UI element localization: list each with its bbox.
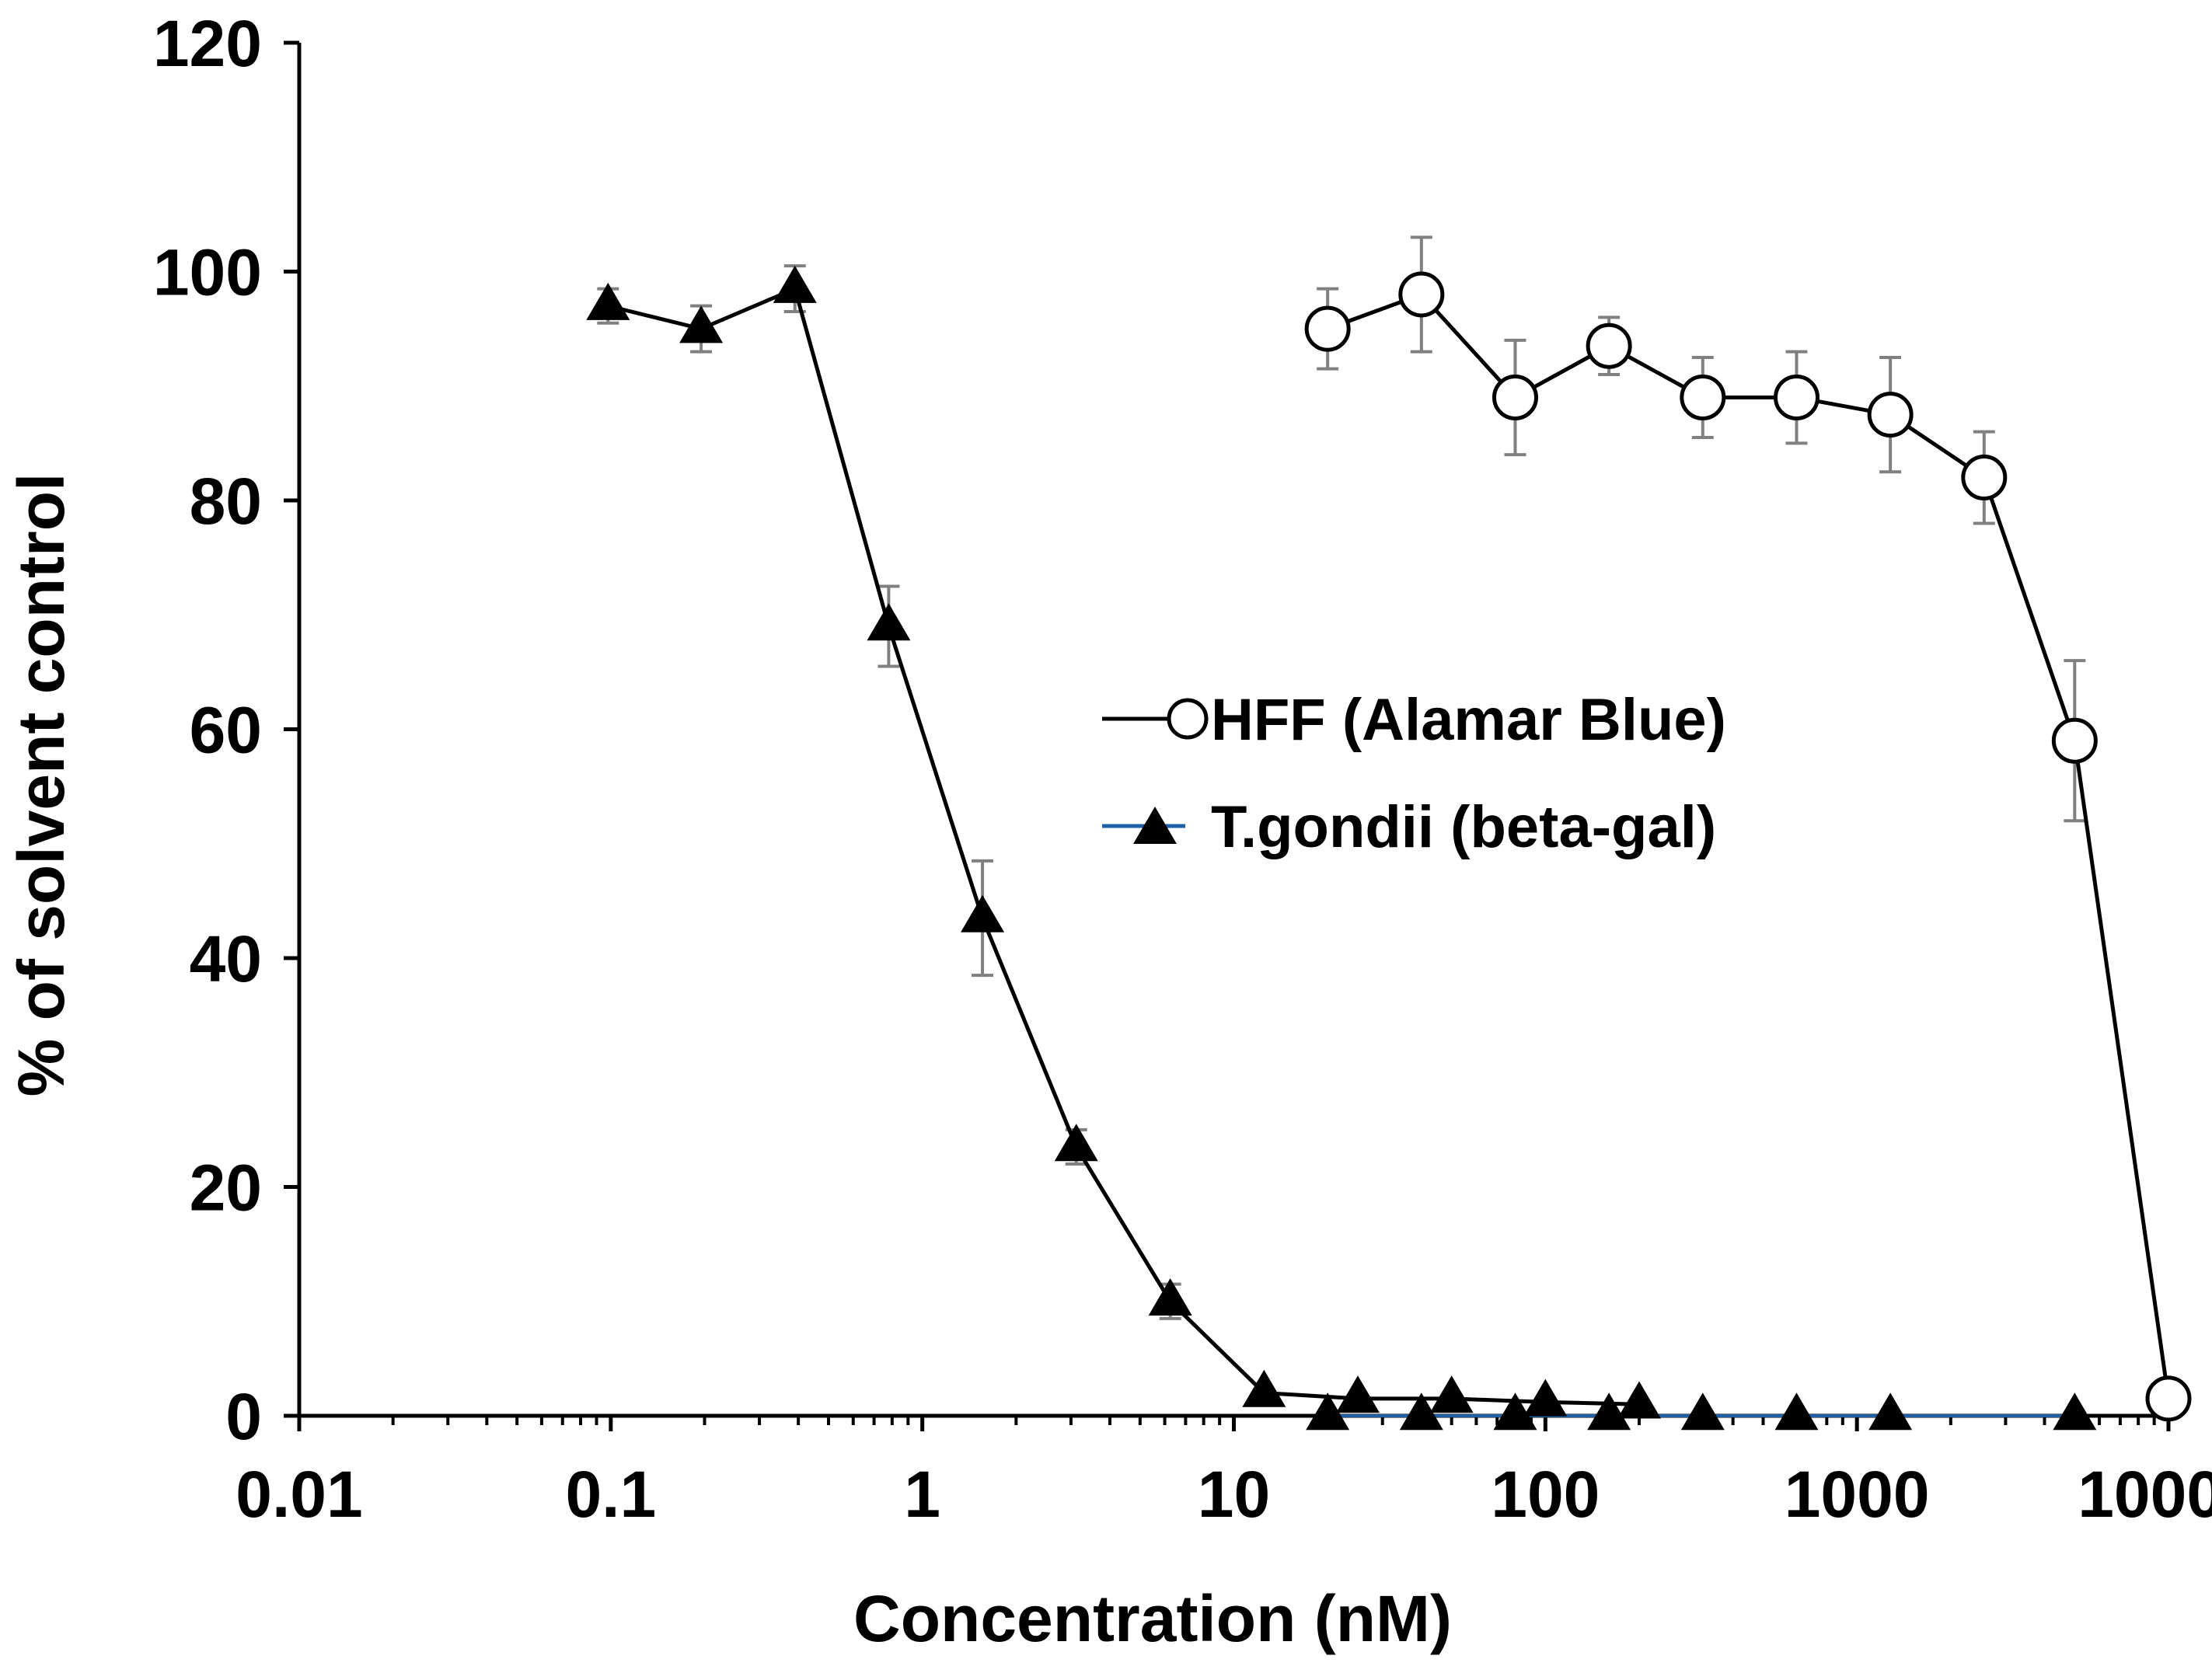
tgondii-point [586, 282, 630, 320]
tgondii-point [1242, 1369, 1286, 1407]
tgondii-point [679, 305, 724, 343]
x-tick-label: 1 [904, 1458, 940, 1531]
hff-point [1492, 374, 1538, 420]
x-axis-title: Concentration (nM) [853, 1582, 1452, 1655]
tgondii-point [773, 265, 817, 303]
hff-series-line [1327, 292, 2171, 1399]
legend-tgondii-label: T.gondii (beta-gal) [1211, 794, 1716, 860]
tgondii-point [867, 603, 911, 641]
tgondii-point [1868, 1392, 1913, 1431]
hff-point [1961, 455, 2008, 501]
legend-hff-label: HFF (Alamar Blue) [1211, 687, 1726, 753]
tgondii-point [1306, 1392, 1350, 1431]
tgondii-point [1429, 1375, 1474, 1413]
error-bars [597, 235, 2086, 1320]
tgondii-point [1587, 1392, 1631, 1431]
hff-point [2051, 717, 2098, 764]
y-tick-label: 20 [190, 1152, 262, 1225]
y-tick-label: 80 [190, 465, 262, 538]
y-tick-label: 120 [153, 7, 262, 80]
series-markers [586, 265, 2192, 1431]
legend: HFF (Alamar Blue) T.gondii (beta-gal) [1102, 687, 1726, 860]
y-tick-label: 100 [153, 236, 262, 309]
x-tick-label: 100 [1491, 1458, 1600, 1531]
hff-point [2145, 1375, 2192, 1422]
hff-point [1867, 392, 1914, 438]
tgondii-point [1399, 1392, 1443, 1431]
y-tick-label: 60 [190, 694, 262, 767]
x-tick-label: 0.1 [565, 1458, 656, 1531]
y-tick-label: 0 [225, 1380, 262, 1453]
tgondii-point [961, 894, 1005, 932]
x-tick-label: 10000 [2078, 1458, 2212, 1531]
hff-point [1586, 322, 1632, 369]
tick-labels: 0 20 40 60 80 100 120 0.01 0.1 1 10 100 1000 10000 [153, 7, 2212, 1531]
hff-point [1304, 305, 1351, 352]
tgondii-point [1774, 1392, 1819, 1431]
x-tick-label: 0.01 [236, 1458, 363, 1531]
tgondii-point [1493, 1392, 1537, 1431]
hff-point [1398, 271, 1445, 318]
tgondii-point [1336, 1375, 1380, 1413]
x-tick-label: 1000 [1785, 1458, 1930, 1531]
tgondii-point [1680, 1392, 1725, 1431]
x-tick-label: 10 [1198, 1458, 1270, 1531]
tgondii-point [1617, 1381, 1661, 1419]
tgondii-point [1054, 1124, 1098, 1162]
tgondii-point [2053, 1392, 2097, 1431]
hff-point [1773, 374, 1819, 420]
legend-hff-open-circle-icon [1167, 698, 1209, 740]
legend-tgondii-triangle-icon [1133, 807, 1177, 844]
hff-point [1680, 374, 1726, 420]
y-axis-title: % of solvent control [5, 473, 78, 1097]
tgondii-point [1523, 1378, 1568, 1417]
y-tick-label: 40 [190, 922, 262, 995]
tgondii-point [1148, 1277, 1192, 1316]
